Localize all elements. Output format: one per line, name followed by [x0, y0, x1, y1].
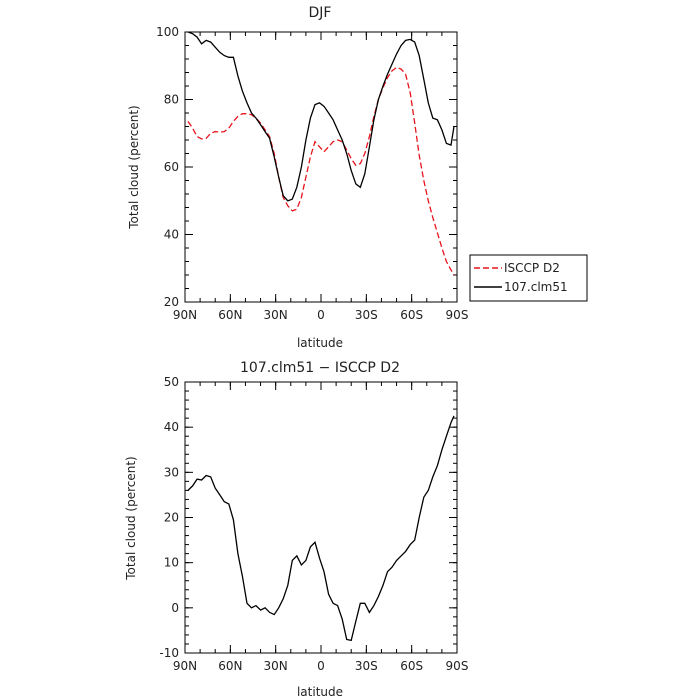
legend-label-isccp: ISCCP D2 — [504, 261, 560, 275]
top-y-tick-label: 80 — [164, 93, 179, 107]
top-series-line-107-clm51 — [187, 31, 455, 202]
bottom-y-tick-label: 10 — [164, 556, 179, 570]
bottom-x-tick-label: 30N — [264, 659, 288, 673]
bottom-y-tick-label: 40 — [164, 420, 179, 434]
top-chart: DJF 90N 60N 30N 0 30S 60S 90S 20 40 60 80 100 latit… — [127, 5, 588, 350]
top-plot-frame — [184, 31, 458, 303]
bottom-chart: 107.clm51 − ISCCP D2 90N 60N 30N 0 30S 60S 90S… — [124, 360, 468, 699]
bottom-x-tick-label: 60S — [400, 659, 423, 673]
bottom-x-tick-label: 60N — [218, 659, 242, 673]
top-x-tick-label: 30N — [264, 308, 288, 322]
bottom-plot-frame — [184, 381, 458, 654]
bottom-series-line-difference — [187, 415, 455, 642]
bottom-y-tick-label: 30 — [164, 465, 179, 479]
top-x-tick-label: 60S — [400, 308, 423, 322]
top-x-tick-label: 0 — [317, 308, 325, 322]
top-series-line-isccp-d2 — [187, 66, 455, 276]
bottom-chart-title: 107.clm51 − ISCCP D2 — [240, 360, 400, 376]
top-y-tick-label: 60 — [164, 160, 179, 174]
top-y-tick-label: 20 — [164, 295, 179, 309]
top-y-axis-label: Total cloud (percent) — [127, 105, 141, 229]
bottom-y-tick-label: 0 — [171, 601, 179, 615]
bottom-x-axis-label: latitude — [297, 685, 343, 699]
legend: ISCCP D2 107.clm51 — [469, 254, 588, 302]
top-chart-title: DJF — [309, 5, 332, 21]
top-x-tick-label: 90S — [446, 308, 469, 322]
top-x-tick-label: 30S — [355, 308, 378, 322]
top-y-tick-label: 40 — [164, 228, 179, 242]
top-x-tick-label: 60N — [218, 308, 242, 322]
legend-box — [469, 254, 588, 302]
bottom-y-tick-label: 50 — [164, 375, 179, 389]
top-x-tick-label: 90N — [173, 308, 197, 322]
bottom-x-tick-label: 90S — [446, 659, 469, 673]
bottom-x-tick-label: 90N — [173, 659, 197, 673]
bottom-y-axis-label: Total cloud (percent) — [124, 456, 138, 580]
legend-label-model: 107.clm51 — [504, 280, 568, 294]
top-y-tick-label: 100 — [156, 25, 179, 39]
bottom-y-tick-label: -10 — [159, 646, 179, 660]
bottom-x-tick-label: 30S — [355, 659, 378, 673]
top-x-axis-label: latitude — [297, 336, 343, 350]
bottom-y-tick-label: 20 — [164, 511, 179, 525]
bottom-x-tick-label: 0 — [317, 659, 325, 673]
